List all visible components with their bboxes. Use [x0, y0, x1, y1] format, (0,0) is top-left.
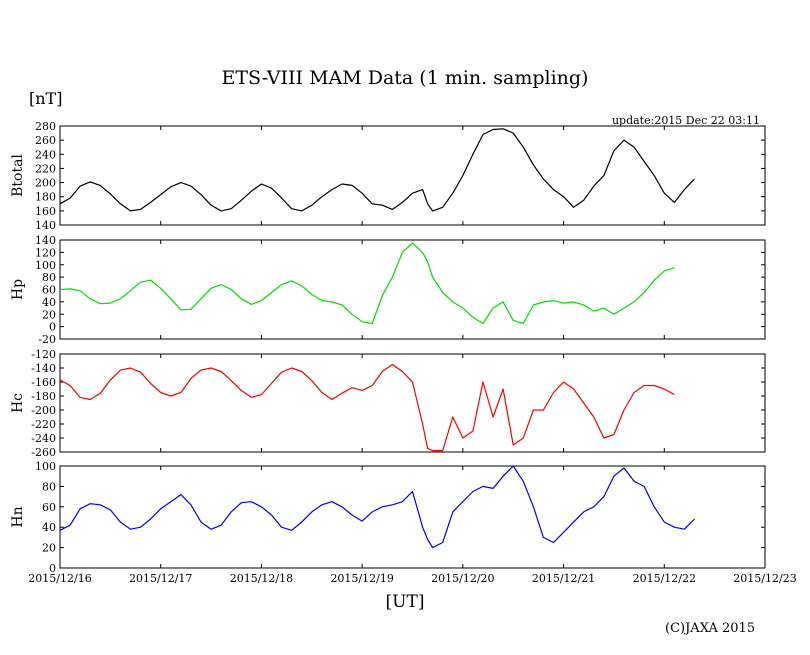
y-tick-label: 180 — [35, 191, 56, 204]
y-tick-label: 240 — [35, 148, 56, 161]
y-tick-label: 60 — [42, 284, 56, 297]
series-line-hn — [59, 465, 695, 549]
y-tick-label: 120 — [35, 246, 56, 259]
x-tick-label: 2015/12/22 — [633, 572, 696, 585]
y-tick-label: 100 — [35, 259, 56, 272]
y-tick-label: -260 — [31, 446, 56, 459]
x-tick-label: 2015/12/23 — [733, 572, 796, 585]
y-tick-label: -240 — [31, 432, 56, 445]
y-tick-label: 0 — [49, 562, 56, 575]
y-unit-label: [nT] — [29, 89, 63, 108]
y-tick-label: 260 — [35, 134, 56, 147]
panel-frame-hn — [59, 465, 766, 569]
x-tick-label: 2015/12/16 — [28, 572, 91, 585]
y-tick-label: 80 — [42, 480, 56, 493]
panel-frame-btotal — [59, 125, 766, 226]
x-tick-label: 2015/12/17 — [129, 572, 192, 585]
y-tick-label: -20 — [38, 333, 56, 346]
y-tick-label: 100 — [35, 460, 56, 473]
panel-frame-hp — [59, 239, 766, 340]
y-tick-label: 140 — [35, 234, 56, 247]
y-tick-label: -180 — [31, 390, 56, 403]
y-tick-label: 0 — [49, 321, 56, 334]
x-tick-label: 2015/12/21 — [532, 572, 595, 585]
y-tick-label: 160 — [35, 205, 56, 218]
series-line-btotal — [59, 128, 695, 212]
panel-frame-hc — [59, 353, 766, 453]
y-tick-label: -160 — [31, 376, 56, 389]
y-tick-label: 220 — [35, 162, 56, 175]
y-tick-label: 20 — [42, 308, 56, 321]
y-tick-label: 60 — [42, 501, 56, 514]
y-tick-label: 280 — [35, 120, 56, 133]
y-tick-label: 80 — [42, 271, 56, 284]
series-line-hp — [59, 242, 675, 325]
chart-title: ETS-VIII MAM Data (1 min. sampling) — [221, 67, 589, 89]
update-timestamp: update:2015 Dec 22 03:11 — [611, 114, 760, 127]
y-tick-label: 200 — [35, 177, 56, 190]
y-tick-label: -200 — [31, 404, 56, 417]
x-tick-label: 2015/12/19 — [330, 572, 393, 585]
y-axis-label-btotal: Btotal — [10, 154, 26, 197]
copyright: (C)JAXA 2015 — [665, 621, 756, 636]
x-tick-label: 2015/12/18 — [230, 572, 293, 585]
y-axis-label-hc: Hc — [10, 393, 26, 413]
y-tick-label: -120 — [31, 348, 56, 361]
y-tick-label: 140 — [35, 219, 56, 232]
x-tick-label: 2015/12/20 — [431, 572, 494, 585]
x-unit-label: [UT] — [385, 592, 425, 612]
y-tick-label: -140 — [31, 362, 56, 375]
y-axis-label-hp: Hp — [10, 279, 26, 300]
y-tick-label: 20 — [42, 542, 56, 555]
y-axis-label-hn: Hn — [10, 506, 26, 527]
y-tick-label: -220 — [31, 418, 56, 431]
y-tick-label: 40 — [42, 521, 56, 534]
series-line-hc — [59, 363, 675, 452]
y-tick-label: 40 — [42, 296, 56, 309]
